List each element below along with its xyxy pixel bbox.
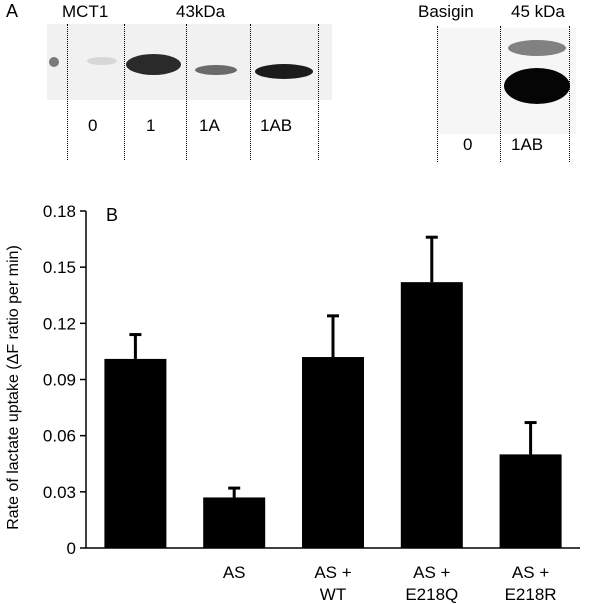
mct1-lane-label: 1A <box>199 116 220 135</box>
mct1-western-blot <box>47 24 332 100</box>
y-tick-label: 0.12 <box>43 314 76 333</box>
y-tick-label: 0.18 <box>43 202 76 221</box>
mct1-band-lane-1a <box>195 65 237 75</box>
y-tick-label: 0 <box>67 539 76 558</box>
panel-b-label: B <box>106 205 118 225</box>
mct1-blot-title: MCT1 <box>62 2 109 21</box>
mct1-lane-label: 0 <box>88 116 98 135</box>
mct1-lane-label: 1AB <box>260 116 293 135</box>
basigin-lane-label: 1AB <box>511 135 544 154</box>
mct1-lane-divider <box>124 24 125 160</box>
mct1-lane-label: 1 <box>146 116 156 135</box>
mct1-blot-edge-smudge <box>49 57 59 67</box>
mct1-lane-divider <box>67 24 68 160</box>
mct1-band-lane-0 <box>87 57 117 65</box>
x-category-label: AS + <box>413 563 450 582</box>
basigin-blot-size: 45 kDa <box>511 2 565 21</box>
basigin-blot-title: Basigin <box>418 2 474 21</box>
basigin-band-lane-1ab-upper <box>508 40 566 56</box>
mct1-band-lane-1 <box>126 54 181 75</box>
x-category-label: E218R <box>505 585 557 604</box>
basigin-western-blot <box>438 28 576 134</box>
x-category-label: WT <box>320 585 346 604</box>
mct1-band-lane-1ab <box>255 64 313 79</box>
y-tick-label: 0.09 <box>43 371 76 390</box>
y-tick-label: 0.06 <box>43 427 76 446</box>
y-axis-label: Rate of lactate uptake (ΔF ratio per min… <box>5 245 22 530</box>
basigin-lane-divider <box>569 26 570 162</box>
basigin-lane-divider <box>500 26 501 162</box>
mct1-lane-divider <box>318 24 319 160</box>
x-category-label: AS + <box>512 563 549 582</box>
basigin-lane-divider <box>437 26 438 162</box>
mct1-lane-divider <box>186 24 187 160</box>
lactate-uptake-bar-chart: 0 0.03 0.06 0.09 0.12 0.15 0.18 Rate of lactate… <box>5 202 580 604</box>
x-category-label: AS <box>223 563 246 582</box>
bar <box>400 282 463 548</box>
y-tick-label: 0.15 <box>43 258 76 277</box>
basigin-lane-label: 0 <box>463 135 473 154</box>
y-tick-label: 0.03 <box>43 483 76 502</box>
bar <box>302 357 364 548</box>
panel-a-label: A <box>6 1 19 21</box>
bar <box>499 454 562 548</box>
x-category-label: AS + <box>314 563 351 582</box>
x-category-label: E218Q <box>405 585 458 604</box>
mct1-blot-size: 43kDa <box>176 2 226 21</box>
bar <box>104 358 167 548</box>
mct1-lane-divider <box>250 24 251 160</box>
bar <box>203 497 266 548</box>
basigin-band-lane-1ab <box>504 68 570 104</box>
